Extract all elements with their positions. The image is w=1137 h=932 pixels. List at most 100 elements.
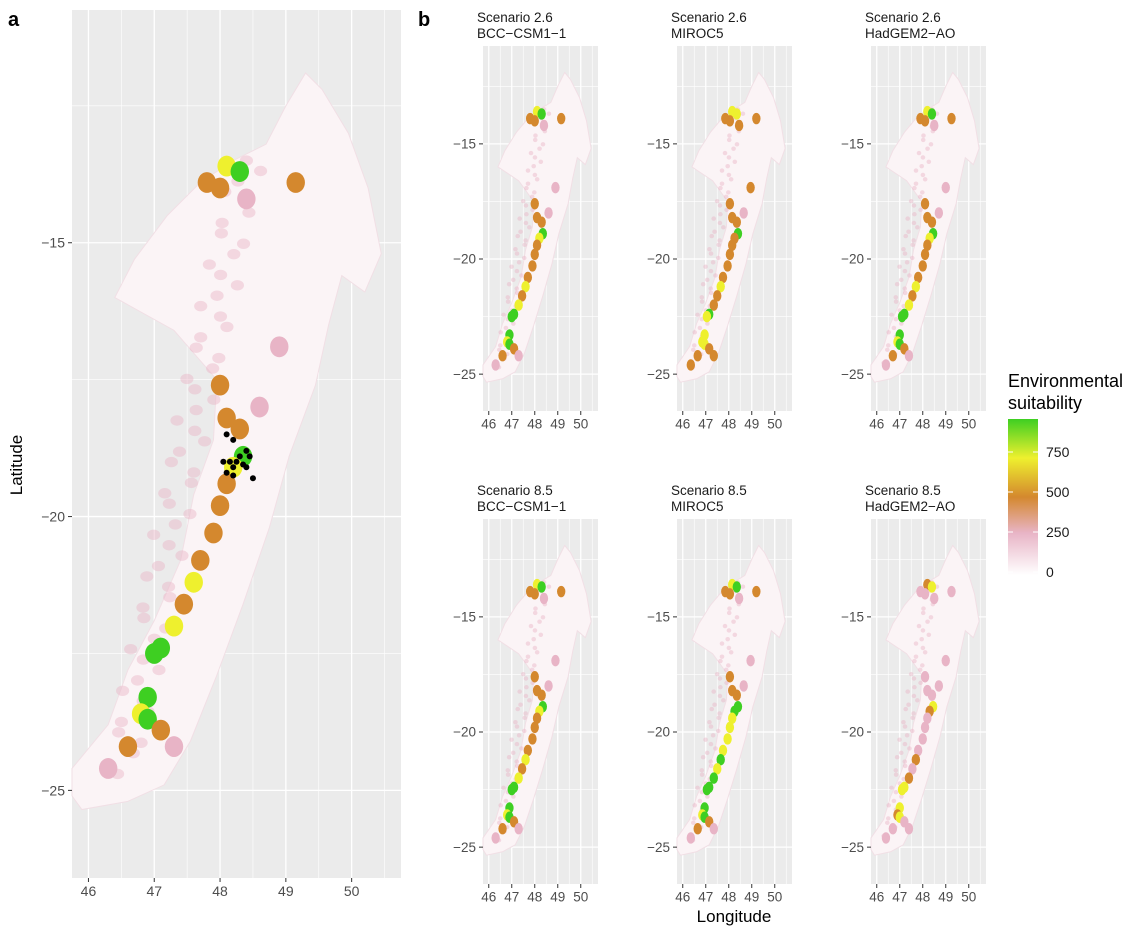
facet-model-label: HadGEM2−AO <box>865 26 955 41</box>
suitability-patch <box>528 260 537 272</box>
suitability-patch <box>138 708 157 730</box>
suitability-patch <box>164 615 184 637</box>
suitability-patch <box>752 112 761 125</box>
suitability-patch <box>544 207 553 219</box>
occurrence-point <box>249 475 256 482</box>
suitability-patch <box>514 350 523 362</box>
suitability-patch <box>702 310 712 323</box>
x-tick-label: 48 <box>721 890 736 905</box>
occurrence-point <box>223 469 230 476</box>
suitability-patch <box>725 115 735 127</box>
occurrence-point <box>223 431 230 438</box>
x-tick-label: 47 <box>698 417 713 432</box>
suitability-patch <box>911 280 921 293</box>
x-tick-label: 50 <box>344 883 360 899</box>
x-tick-label: 49 <box>550 417 565 432</box>
occurrence-point <box>230 436 237 443</box>
suitability-patch <box>888 823 898 835</box>
island-outline <box>71 72 382 811</box>
facet-model-label: MIROC5 <box>671 26 724 41</box>
y-tick-label: −20 <box>841 252 864 267</box>
suitability-patch <box>491 832 500 844</box>
x-tick-label: 49 <box>938 890 953 905</box>
suitability-patch <box>217 407 236 429</box>
suitability-patch <box>539 592 549 605</box>
suitability-patch <box>927 689 937 701</box>
x-tick-label: 47 <box>146 883 162 899</box>
suitability-patch <box>514 823 523 835</box>
suitability-patch <box>941 654 950 667</box>
suitability-patch <box>920 115 930 127</box>
suitability-patch <box>286 172 305 193</box>
facet-map: 46 47 48 49 50 −15 −20 −25 Scenario 2.6HadGEM2−A… <box>841 10 986 432</box>
suitability-patch <box>530 671 539 683</box>
suitability-patch <box>913 744 923 757</box>
facet-model-label: BCC−CSM1−1 <box>477 499 566 514</box>
suitability-patch <box>941 181 950 194</box>
suitability-patch <box>693 350 702 362</box>
suitability-patch <box>713 290 722 302</box>
y-tick-label: −25 <box>453 367 476 382</box>
suitability-patch <box>532 239 542 251</box>
suitability-patch <box>530 721 539 734</box>
suitability-patch <box>237 188 256 210</box>
suitability-patch <box>725 198 735 210</box>
x-tick-label: 46 <box>675 890 690 905</box>
y-tick-label: −25 <box>841 840 864 855</box>
x-tick-label: 47 <box>892 417 907 432</box>
suitability-patch <box>725 671 735 683</box>
suitability-patch <box>728 239 737 251</box>
x-tick-label: 48 <box>721 417 736 432</box>
suitability-patch <box>728 712 737 724</box>
suitability-patch <box>204 522 223 544</box>
island-outline <box>870 71 980 383</box>
facet-map: 46 47 48 49 50 −15 −20 −25 Scenario 2.6BCC−CSM1−… <box>453 10 598 432</box>
suitability-patch <box>888 350 898 362</box>
panel-b-letter: b <box>418 9 430 31</box>
suitability-patch <box>138 686 157 708</box>
suitability-patch <box>881 832 891 844</box>
suitability-patch <box>897 310 907 323</box>
facet-model-label: BCC−CSM1−1 <box>477 26 566 41</box>
occurrence-point <box>220 458 227 465</box>
y-tick-label: −20 <box>453 725 476 740</box>
x-tick-label: 49 <box>744 417 759 432</box>
suitability-patch <box>723 260 732 272</box>
suitability-patch <box>723 733 732 745</box>
island-outline <box>676 71 786 383</box>
suitability-patch <box>709 299 718 311</box>
x-tick-label: 48 <box>212 883 228 899</box>
facet-model-label: HadGEM2−AO <box>865 499 955 514</box>
suitability-patch <box>250 396 269 418</box>
suitability-patch <box>918 733 927 745</box>
suitability-patch <box>530 115 539 127</box>
suitability-patch <box>702 783 712 796</box>
x-tick-label: 46 <box>675 417 690 432</box>
suitability-patch <box>517 290 527 302</box>
suitability-patch <box>210 374 230 396</box>
x-tick-label: 46 <box>869 417 884 432</box>
suitability-patch <box>230 161 250 182</box>
occurrence-point <box>230 464 237 471</box>
suitability-patch <box>523 271 533 284</box>
suitability-patch <box>551 654 560 667</box>
suitability-patch <box>920 721 930 734</box>
suitability-patch <box>498 823 507 835</box>
facet-model-label: MIROC5 <box>671 499 724 514</box>
suitability-patch <box>716 280 725 293</box>
suitability-patch <box>947 585 956 598</box>
suitability-patch <box>528 733 537 745</box>
suitability-patch <box>491 359 500 371</box>
y-tick-label: −15 <box>647 137 670 152</box>
island-outline <box>676 544 786 856</box>
suitability-patch <box>184 571 203 593</box>
island-outline <box>482 544 592 856</box>
x-tick-label: 50 <box>573 890 588 905</box>
suitability-patch <box>164 736 184 757</box>
suitability-patch <box>732 216 741 228</box>
suitability-patch <box>881 359 891 371</box>
suitability-patch <box>746 181 755 194</box>
suitability-patch <box>539 119 549 132</box>
x-tick-label: 49 <box>744 890 759 905</box>
